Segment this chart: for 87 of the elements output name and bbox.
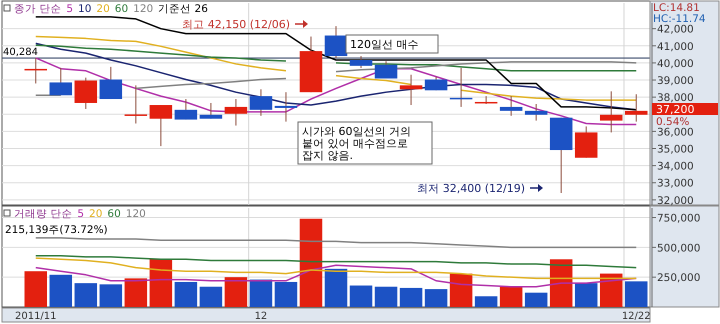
bar [24,271,48,307]
bar [50,274,72,307]
text: LC:14.81 [653,2,700,14]
text: 60 [107,208,121,220]
bar [374,286,398,307]
y-tick-label: 38,000 [657,92,694,104]
annotation: 시가와 60일선의 거의 붙어 있어 매수점으로 잡지 않음. [302,125,411,162]
line-series [35,237,637,248]
y-tick-label: 40,000 [657,58,694,70]
y-tick-label: 750,000 [657,212,700,225]
candlestick [74,77,98,110]
legend-title: 종가 단순 [14,3,62,15]
bar [400,288,422,307]
line-series [35,254,637,268]
candlestick [500,96,522,116]
bar [124,278,148,307]
series-label: 120 [126,208,146,220]
y-tick-label: 36,000 [657,126,694,138]
bar [450,274,472,307]
candlestick [374,60,398,79]
text: HC:-11.74 [653,13,706,25]
y-tick-label: 42,000 [657,24,694,36]
bar [100,284,122,307]
y-tick-label: 250,000 [657,272,700,284]
line-series [35,57,637,126]
candlestick [350,56,372,69]
candlestick [624,94,648,122]
bar [174,282,198,307]
bar [624,281,648,307]
text: 20 [89,208,102,220]
bar [350,286,372,307]
bar [600,274,622,307]
text: 5 [66,3,74,15]
y-tick-label: 35,000 [657,144,694,156]
annotation: 최저 32,400 (12/19) [417,182,525,195]
text: 120 [133,3,154,15]
candlestick [100,66,122,100]
candlestick [400,74,422,106]
y-tick-label: 33,000 [657,178,694,190]
annotation: 최고 42,150 (12/06) [182,18,290,31]
bar [324,268,348,307]
text: 20 [96,3,110,15]
x-tick-label: 12/22 [622,311,651,322]
text: 10 [78,3,92,15]
series-label: 기준선 26 [158,3,208,15]
bar [424,289,448,307]
y-tick-label: 500,000 [657,242,700,254]
y-tick-label: 41,000 [657,40,694,53]
candlestick [150,104,172,147]
line-series [35,264,637,288]
candlestick [174,98,198,120]
candlestick [124,84,148,124]
candlestick [424,76,448,91]
bar [250,280,272,307]
candlestick [50,67,72,96]
bar [524,292,548,307]
ref-line-label: 40,284 [3,47,38,58]
bar [274,282,298,307]
text: 37,200 [656,103,694,116]
bar [300,218,322,307]
y-tick-label: 34,000 [657,160,694,173]
legend-title: 거래량 단순 [14,208,72,220]
candlestick [324,26,348,58]
candlestick [24,58,48,84]
annotation: 120일선 매수 [350,38,418,51]
candlestick [450,67,472,108]
candlestick [224,98,248,126]
text: 60 [114,3,128,15]
y-tick-label: 39,000 [657,75,694,88]
text: 5 [77,208,84,220]
bar [224,277,248,307]
x-tick-label: 12 [254,311,268,322]
bar [574,283,598,307]
x-tick-label: 2011/11 [14,311,57,322]
line-series [35,257,637,280]
candlestick [250,88,272,116]
bar [474,296,498,307]
bar [150,259,172,307]
bar [500,286,522,307]
text: 0.54% [656,116,690,128]
bar [74,283,98,307]
bar [200,286,222,307]
candlestick [274,92,298,122]
candlestick [600,90,622,133]
annotation: 215,139주(73.72%) [5,224,108,236]
candlestick [524,104,548,122]
y-tick-label: 32,000 [657,194,694,207]
